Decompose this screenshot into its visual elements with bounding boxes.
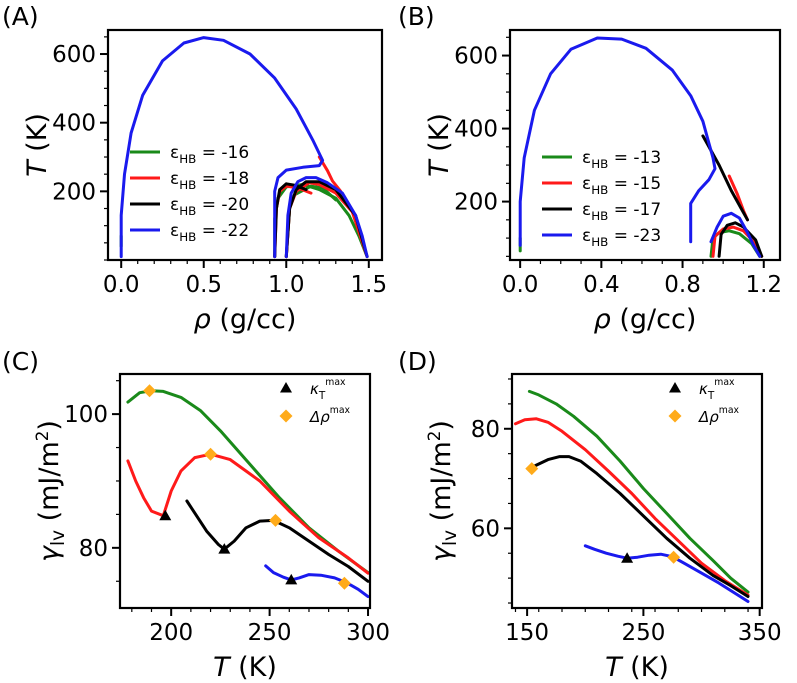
series-line-b-blue-1 [709,211,762,258]
y-tick-label-a-1: 400 [52,111,96,137]
x-tick-label-b-0: 0.0 [502,272,539,298]
legend-marker-d-0 [669,382,681,393]
marker-diamond-c-3 [143,384,157,398]
panel-label-c: (C) [2,347,39,376]
plot-area-c [126,384,370,599]
x-tick-label-a-1: 0.5 [185,272,222,298]
plot-area-b [518,36,764,258]
legend-label-c-0: κTmax [310,377,346,402]
y-tick-label-a-2: 600 [52,42,96,68]
series-line-d-green-0 [527,389,750,594]
legend-label-b-1: εHB = -15 [582,174,661,197]
series-line-d-red-0 [514,417,750,597]
series-line-b-blue-0 [518,36,717,247]
chart-panel-a: 0.0 0.5 1.0 1.5 200 400 600 ρ (g/cc) T (K) εHB = … [22,28,388,335]
legend-label-d-1: Δρmax [698,405,740,426]
x-tick-label-d-0: 150 [505,620,549,646]
x-axis-label-b: ρ (g/cc) [594,304,697,335]
x-axis-label-c: T (K) [213,652,277,683]
legend-marker-c-1 [279,409,293,423]
legend-label-a-0: εHB = -16 [170,143,249,166]
x-tick-label-d-1: 250 [621,620,665,646]
x-tick-label-b-1: 0.4 [583,272,620,298]
x-tick-label-c-0: 200 [149,620,193,646]
legend-label-a-1: εHB = -18 [170,169,249,192]
x-tick-label-a-3: 1.5 [351,272,388,298]
marker-diamond-c-5 [269,513,283,527]
y-axis-label-d: γlv (mJ/m2) [424,420,461,562]
plot-area-a [119,36,369,259]
y-tick-label-d-1: 80 [471,417,500,443]
plot-area-d [514,389,750,603]
legend-label-c-1: Δρmax [309,405,351,426]
y-axis-label-c: γlv (mJ/m2) [32,420,69,562]
y-tick-label-b-1: 400 [454,117,498,143]
x-tick-label-d-2: 350 [738,620,782,646]
axes-frame-d [510,372,764,610]
series-line-d-blue-0 [583,544,750,603]
legend-marker-d-1 [668,409,682,423]
x-tick-label-a-0: 0.0 [103,272,140,298]
legend-label-a-3: εHB = -22 [170,221,249,244]
panel-label-a: (A) [2,2,39,31]
legend-label-b-0: εHB = -13 [582,148,661,171]
x-tick-label-c-2: 300 [346,620,390,646]
legend-marker-c-0 [280,382,292,393]
panel-label-b: (B) [398,2,435,31]
series-line-a-blue-0 [119,36,325,259]
panel-label-d: (D) [398,347,437,376]
y-axis-label-a: T (K) [22,113,53,177]
marker-triangle-c-2 [285,573,298,585]
marker-diamond-d-2 [667,550,681,564]
marker-diamond-c-6 [337,576,351,590]
series-line-c-red-0 [126,452,370,575]
chart-panel-d: 150 250 350 60 80 T (K) γlv (mJ/m2) κTmax Δρmax [424,372,782,683]
series-line-c-blue-0 [264,564,370,599]
series-line-c-black-0 [185,499,370,583]
x-tick-label-a-2: 1.0 [268,272,305,298]
y-tick-label-a-0: 200 [52,179,96,205]
x-tick-label-c-1: 250 [248,620,292,646]
axes-frame-a [106,28,384,262]
legend-label-b-3: εHB = -23 [582,226,661,249]
x-tick-label-b-2: 0.8 [664,272,701,298]
x-tick-label-b-3: 1.2 [745,272,782,298]
marker-diamond-d-1 [525,462,539,476]
x-axis-label-a: ρ (g/cc) [194,304,297,335]
marker-triangle-c-0 [159,509,172,521]
legend-label-b-2: εHB = -17 [582,200,661,223]
chart-panel-b: 0.0 0.4 0.8 1.2 200 400 600 ρ (g/cc) T (K) εHB = … [424,28,782,335]
legend-label-a-2: εHB = -20 [170,195,249,218]
y-tick-label-b-2: 600 [454,44,498,70]
marker-triangle-d-0 [621,552,634,563]
y-tick-label-c-1: 100 [64,402,108,428]
y-tick-label-c-0: 80 [79,536,108,562]
chart-panel-c: 200 250 300 80 100 T (K) γlv (mJ/m2) κTmax Δρmax [32,372,390,683]
series-line-b-black-0 [717,221,764,258]
y-tick-label-b-0: 200 [454,190,498,216]
series-line-a-red-1 [317,155,343,193]
y-axis-label-b: T (K) [424,113,455,177]
marker-triangle-c-1 [218,543,231,554]
x-axis-label-d: T (K) [605,652,669,683]
axes-frame-c [118,372,372,610]
legend-label-d-0: κTmax [699,377,735,402]
y-tick-label-d-0: 60 [471,516,500,542]
marker-diamond-c-4 [204,447,218,461]
series-line-d-black-0 [527,455,750,598]
series-line-a-blue-1 [284,176,369,259]
axes-frame-b [508,28,782,262]
